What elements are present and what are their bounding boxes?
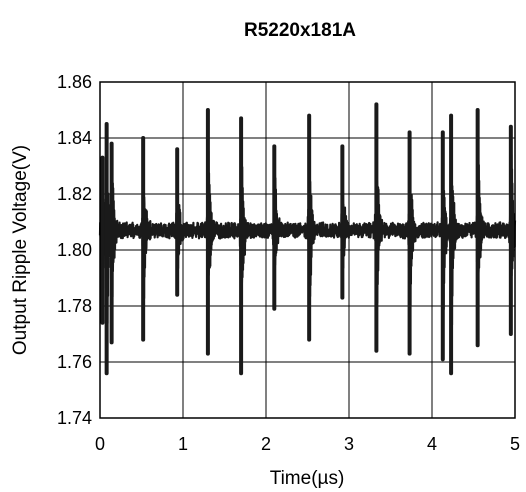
plot-frame (99, 81, 516, 419)
y-tick-label: 1.74 (57, 408, 92, 428)
y-axis-label: Output Ripple Voltage(V) (10, 145, 31, 355)
x-tick-label: 3 (344, 434, 354, 454)
y-tick-label: 1.82 (57, 184, 92, 204)
x-tick-labels: 0 1 2 3 4 5 (95, 434, 520, 454)
y-tick-label: 1.86 (57, 72, 92, 92)
chart-title: R5220x181A (244, 20, 356, 41)
y-tick-label: 1.80 (57, 240, 92, 260)
x-tick-label: 2 (261, 434, 271, 454)
x-tick-label: 0 (95, 434, 105, 454)
y-tick-label: 1.76 (57, 352, 92, 372)
y-tick-label: 1.84 (57, 128, 92, 148)
y-tick-label: 1.78 (57, 296, 92, 316)
x-tick-label: 5 (510, 434, 520, 454)
x-tick-label: 4 (427, 434, 437, 454)
series-layer (98, 102, 517, 376)
y-tick-labels: 1.74 1.76 1.78 1.80 1.82 1.84 1.86 (57, 72, 92, 428)
x-axis-label: Time(µs) (270, 468, 345, 489)
x-tick-label: 1 (178, 434, 188, 454)
